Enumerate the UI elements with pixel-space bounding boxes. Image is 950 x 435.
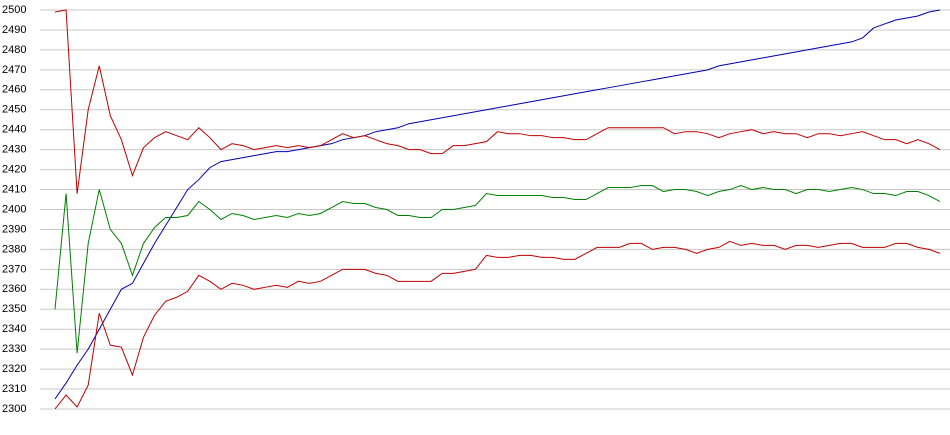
y-tick-label: 2360 bbox=[2, 283, 26, 295]
series-line bbox=[54, 185, 941, 354]
y-tick-label: 2320 bbox=[2, 363, 26, 375]
y-tick-label: 2330 bbox=[2, 343, 26, 355]
y-tick-label: 2380 bbox=[2, 243, 26, 255]
y-tick-label: 2450 bbox=[2, 104, 26, 116]
y-tick-label: 2470 bbox=[2, 64, 26, 76]
y-tick-label: 2390 bbox=[2, 223, 26, 235]
y-tick-label: 2400 bbox=[2, 203, 26, 215]
y-tick-label: 2500 bbox=[2, 4, 26, 16]
y-tick-label: 2310 bbox=[2, 383, 26, 395]
y-tick-label: 2300 bbox=[2, 403, 26, 415]
y-tick-label: 2350 bbox=[2, 303, 26, 315]
series-line bbox=[54, 9, 941, 400]
y-tick-label: 2430 bbox=[2, 144, 26, 156]
y-tick-label: 2410 bbox=[2, 183, 26, 195]
y-tick-label: 2420 bbox=[2, 164, 26, 176]
y-tick-label: 2480 bbox=[2, 44, 26, 56]
y-tick-label: 2460 bbox=[2, 84, 26, 96]
y-tick-label: 2440 bbox=[2, 124, 26, 136]
y-tick-label: 2370 bbox=[2, 263, 26, 275]
y-tick-label: 2340 bbox=[2, 323, 26, 335]
series-line bbox=[54, 9, 941, 194]
series-line bbox=[54, 240, 941, 410]
y-tick-label: 2490 bbox=[2, 24, 26, 36]
